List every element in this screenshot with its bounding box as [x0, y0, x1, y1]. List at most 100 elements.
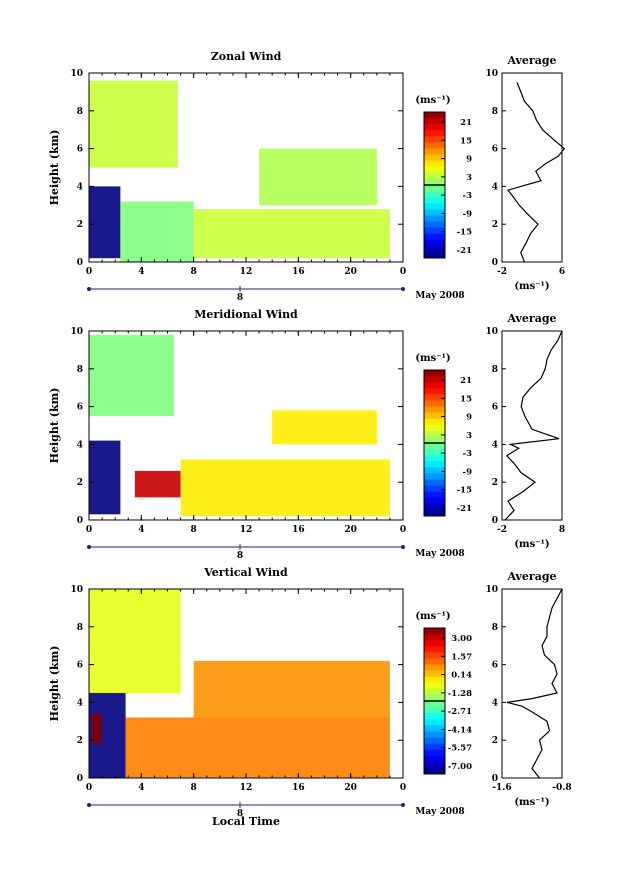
average-x-tick-label: -2 [497, 525, 507, 535]
colorbar-tick-label: -9 [463, 467, 473, 477]
x-tick-label: 0 [86, 783, 92, 793]
colorbar-cell [424, 142, 445, 149]
average-profile-line [506, 588, 563, 779]
colorbar-cell [424, 239, 445, 247]
colorbar-cell [424, 455, 445, 462]
colorbar-tick-label: -1.28 [448, 689, 472, 699]
y-tick-label: 8 [77, 365, 83, 375]
average-x-tick-label: 8 [559, 525, 565, 535]
y-axis-label: Height (km) [48, 388, 61, 464]
colorbar-cell [424, 737, 445, 745]
colorbar-cell [424, 719, 445, 726]
colorbar-tick-label: 0.14 [451, 671, 472, 681]
x-tick-label: 4 [138, 267, 144, 277]
colorbar-cell [424, 376, 445, 383]
data-patch [89, 440, 121, 515]
y-tick-label: 0 [77, 258, 83, 268]
colorbar-unit: (ms⁻¹) [415, 95, 450, 106]
average-y-tick-label: 4 [492, 182, 498, 192]
data-patch [89, 186, 121, 259]
colorbar-cell [424, 670, 445, 678]
colorbar-cell [424, 664, 445, 672]
colorbar-cell [424, 461, 445, 468]
colorbar-cell [424, 233, 445, 241]
colorbar-tick-label: -21 [457, 246, 472, 256]
average-frame [501, 330, 563, 521]
data-patch [120, 201, 194, 262]
colorbar-tick-label: 1.57 [451, 652, 472, 662]
x-tick-label: 8 [191, 525, 197, 535]
colorbar-cell [424, 725, 445, 732]
average-unit: (ms⁻¹) [514, 539, 549, 550]
colorbar-tick-label: 3 [466, 173, 472, 183]
colorbar-tick-label: 21 [460, 376, 472, 386]
colorbar-tick-label: -3 [463, 449, 473, 459]
average-y-tick-label: 4 [492, 440, 498, 450]
x-tick-label: 12 [240, 783, 253, 793]
colorbar-cell [424, 467, 445, 474]
date-axis-end [87, 287, 91, 291]
x-tick-label: 20 [344, 267, 357, 277]
colorbar-cell [424, 154, 445, 162]
colorbar-tick-label: 3.00 [451, 634, 472, 644]
date-axis-end [401, 545, 405, 549]
colorbar-cell [424, 424, 445, 432]
y-tick-label: 2 [77, 736, 83, 746]
colorbar-unit: (ms⁻¹) [415, 353, 450, 364]
y-tick-label: 10 [70, 69, 83, 79]
colorbar-cell [424, 185, 445, 192]
colorbar-cell [424, 646, 445, 653]
colorbar-cell [424, 767, 445, 775]
month-label: May 2008 [415, 807, 464, 817]
colorbar-tick-label: 15 [460, 136, 472, 146]
average-y-tick-label: 2 [492, 736, 498, 746]
panel-title: Vertical Wind [203, 566, 288, 579]
average-y-tick-label: 10 [485, 585, 498, 595]
average-profile-line [504, 330, 563, 521]
colorbar-cell [424, 701, 445, 708]
colorbar-cell [424, 652, 445, 659]
colorbar-tick-label: -2.71 [448, 707, 472, 717]
x-tick-label: 0 [400, 783, 406, 793]
month-label: May 2008 [415, 549, 464, 559]
x-tick-label: 20 [344, 783, 357, 793]
colorbar-cell [424, 148, 445, 156]
average-y-tick-label: 4 [492, 698, 498, 708]
month-label: May 2008 [415, 291, 464, 301]
colorbar-cell [424, 160, 445, 168]
average-y-tick-label: 2 [492, 478, 498, 488]
average-title: Average [506, 54, 556, 67]
data-patch [259, 148, 377, 206]
y-tick-label: 6 [77, 661, 83, 671]
colorbar-cell [424, 136, 445, 143]
x-tick-label: 16 [292, 783, 305, 793]
data-patch [125, 717, 390, 778]
colorbar-cell [424, 221, 445, 229]
colorbar-tick-label: -7.00 [448, 762, 472, 772]
panel-title: Zonal Wind [211, 50, 282, 63]
colorbar-cell [424, 658, 445, 665]
colorbar-cell [424, 491, 445, 499]
y-tick-label: 4 [77, 698, 83, 708]
colorbar-cell [424, 688, 445, 696]
date-axis-end [401, 803, 405, 807]
average-y-tick-label: 10 [485, 69, 498, 79]
colorbar-tick-label: -15 [457, 486, 472, 496]
colorbar-cell [424, 203, 445, 210]
data-patch [272, 410, 377, 445]
date-axis-end [401, 287, 405, 291]
colorbar-cell [424, 443, 445, 450]
data-patch [193, 660, 390, 718]
y-tick-label: 2 [77, 220, 83, 230]
colorbar-cell [424, 634, 445, 641]
colorbar-cell [424, 197, 445, 204]
x-tick-label: 0 [86, 525, 92, 535]
y-tick-label: 6 [77, 403, 83, 413]
colorbar-cell [424, 479, 445, 487]
colorbar-cell [424, 227, 445, 235]
x-tick-label: 8 [191, 783, 197, 793]
average-x-tick-label: -2 [497, 267, 507, 277]
x-tick-label: 12 [240, 267, 253, 277]
